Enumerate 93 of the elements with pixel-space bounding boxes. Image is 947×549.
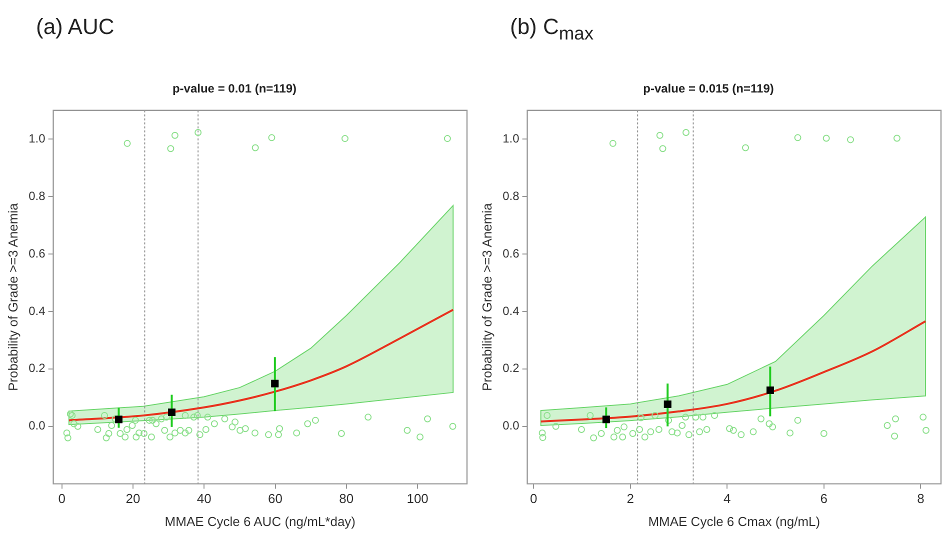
point xyxy=(586,412,594,419)
point xyxy=(656,132,664,139)
point xyxy=(168,408,176,416)
point xyxy=(711,412,718,419)
point xyxy=(664,400,672,408)
point xyxy=(794,134,802,142)
point xyxy=(769,423,776,430)
y-tick-label: 0.8 xyxy=(28,188,46,203)
y-tick-label: 1.0 xyxy=(502,131,520,146)
point xyxy=(742,144,750,152)
point xyxy=(539,434,546,442)
point xyxy=(678,422,686,429)
y-axis-title: Probability of Grade >=3 Anemia xyxy=(479,202,494,392)
y-axis-title: Probability of Grade >=3 Anemia xyxy=(5,202,20,392)
x-tick-label: 6 xyxy=(820,491,828,506)
point xyxy=(766,386,774,394)
x-tick-label: 2 xyxy=(626,491,634,506)
y-tick-label: 1.0 xyxy=(28,131,46,146)
point xyxy=(820,430,828,438)
y-tick-label: 0.0 xyxy=(28,418,46,433)
point xyxy=(892,415,900,422)
x-axis-title: MMAE Cycle 6 Cmax (ng/mL) xyxy=(648,514,820,529)
x-tick-label: 0 xyxy=(530,491,538,506)
x-tick-label: 20 xyxy=(126,491,140,506)
point xyxy=(750,428,757,436)
point xyxy=(609,140,616,147)
point xyxy=(115,416,122,424)
y-tick-label: 0.4 xyxy=(28,304,46,318)
chart-title: (b) C$_{max}$ xyxy=(510,14,594,44)
x-tick-label: 0 xyxy=(58,491,66,506)
point xyxy=(685,431,692,438)
point xyxy=(647,428,654,436)
point xyxy=(620,423,628,430)
point xyxy=(794,416,802,424)
x-tick-label: 8 xyxy=(917,491,924,506)
point xyxy=(655,426,662,434)
point xyxy=(682,129,690,136)
point xyxy=(552,422,560,430)
y-tick-label: 0.0 xyxy=(502,418,520,433)
point xyxy=(726,425,734,432)
line-series xyxy=(68,308,454,422)
chart-subtitle: p-value = 0.015 (n=119) xyxy=(643,82,774,96)
x-tick-label: 60 xyxy=(268,491,282,506)
point xyxy=(893,134,900,142)
y-tick-label: 0.2 xyxy=(28,361,46,376)
point xyxy=(578,426,585,434)
line-series xyxy=(540,320,927,422)
y-tick-label: 0.6 xyxy=(28,246,46,260)
x-axis-title: MMAE Cycle 6 AUC (ng/mL*day) xyxy=(164,514,356,529)
y-tick-label: 0.4 xyxy=(502,304,520,318)
point xyxy=(922,426,930,434)
point xyxy=(682,414,690,421)
y-tick-label: 0.8 xyxy=(502,188,520,203)
point xyxy=(703,426,710,434)
point xyxy=(598,430,605,438)
point xyxy=(610,433,618,440)
point xyxy=(786,429,794,436)
point xyxy=(619,433,626,440)
point xyxy=(538,429,546,436)
point xyxy=(636,426,644,434)
point xyxy=(629,430,636,438)
point xyxy=(884,422,891,429)
y-tick-label: 0.2 xyxy=(502,361,520,376)
point xyxy=(847,136,854,144)
point xyxy=(271,380,279,388)
chart-subtitle: p-value = 0.01 (n=119) xyxy=(172,82,297,96)
point xyxy=(544,412,551,419)
point xyxy=(641,433,648,440)
x-tick-label: 40 xyxy=(196,491,212,506)
point xyxy=(590,434,598,442)
point xyxy=(920,414,927,421)
point xyxy=(891,432,898,440)
point xyxy=(822,134,830,142)
point xyxy=(699,414,706,421)
point xyxy=(614,426,621,434)
y-tick-label: 0.6 xyxy=(502,246,520,260)
point xyxy=(696,428,704,436)
point xyxy=(659,145,666,152)
point xyxy=(602,416,610,424)
chart-title: (a) AUC xyxy=(36,14,114,40)
point xyxy=(652,412,659,419)
point xyxy=(738,431,745,438)
point xyxy=(674,429,681,436)
point xyxy=(692,414,700,421)
point xyxy=(766,420,773,428)
point xyxy=(665,416,672,424)
x-tick-label: 100 xyxy=(406,491,428,506)
x-tick-label: 4 xyxy=(724,491,731,506)
x-tick-label: 80 xyxy=(339,491,354,506)
point xyxy=(637,414,644,422)
point xyxy=(757,415,764,422)
point xyxy=(668,428,676,436)
point xyxy=(730,426,737,434)
